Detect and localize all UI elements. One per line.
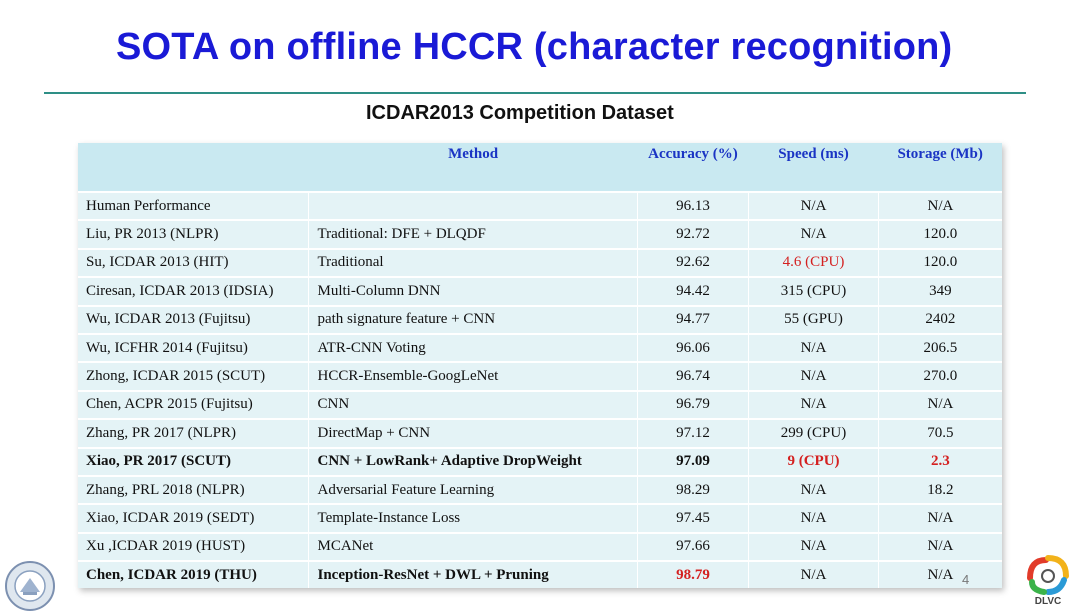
slide-subtitle: ICDAR2013 Competition Dataset: [366, 102, 674, 124]
table-row: Zhong, ICDAR 2015 (SCUT) HCCR-Ensemble-G…: [78, 361, 1002, 391]
cell-accuracy: 94.42: [636, 276, 749, 306]
cell-accuracy: 92.72: [636, 219, 749, 249]
cell-speed: 9 (CPU): [748, 446, 879, 476]
cell-storage: 70.5: [877, 418, 1002, 448]
cell-speed: N/A: [748, 389, 879, 420]
dlvc-logo-text: DLVC: [1035, 596, 1061, 606]
table-row: Liu, PR 2013 (NLPR) Traditional: DFE + D…: [78, 219, 1002, 249]
cell-method: Traditional: [308, 247, 638, 278]
table-row: Zhang, PRL 2018 (NLPR) Adversarial Featu…: [78, 474, 1002, 505]
table-row: Chen, ICDAR 2019 (THU) Inception-ResNet …: [78, 560, 1002, 589]
table-row: Zhang, PR 2017 (NLPR) DirectMap + CNN 97…: [78, 418, 1002, 448]
results-table-container: Method Accuracy (%) Speed (ms) Storage (…: [78, 143, 1002, 589]
cell-storage: 349: [877, 276, 1002, 306]
cell-accuracy: 96.13: [636, 190, 749, 221]
cell-speed: N/A: [748, 361, 879, 391]
cell-method: [308, 190, 638, 221]
cell-storage: 2402: [877, 304, 1002, 334]
cell-accuracy: 97.09: [636, 446, 749, 476]
table-row: Su, ICDAR 2013 (HIT) Traditional 92.62 4…: [78, 247, 1002, 278]
cell-speed: N/A: [748, 332, 879, 363]
table-row: Xiao, ICDAR 2019 (SEDT) Template-Instanc…: [78, 503, 1002, 533]
slide-title: SOTA on offline HCCR (character recognit…: [116, 26, 953, 68]
university-seal-logo: [5, 561, 55, 611]
table-row: Wu, ICFHR 2014 (Fujitsu) ATR-CNN Voting …: [78, 332, 1002, 363]
cell-author: Chen, ICDAR 2019 (THU): [78, 560, 309, 589]
header-speed: Speed (ms): [748, 143, 879, 192]
cell-author: Xiao, ICDAR 2019 (SEDT): [78, 503, 309, 533]
cell-storage: 120.0: [877, 219, 1002, 249]
cell-method: Multi-Column DNN: [308, 276, 638, 306]
cell-speed: 315 (CPU): [748, 276, 879, 306]
cell-method: Traditional: DFE + DLQDF: [308, 219, 638, 249]
cell-speed: N/A: [748, 219, 879, 249]
cell-accuracy: 97.66: [636, 531, 749, 562]
cell-accuracy: 96.74: [636, 361, 749, 391]
cell-accuracy: 96.06: [636, 332, 749, 363]
cell-author: Xu ,ICDAR 2019 (HUST): [78, 531, 309, 562]
cell-storage: N/A: [877, 389, 1002, 420]
cell-accuracy: 96.79: [636, 389, 749, 420]
cell-author: Human Performance: [78, 190, 309, 221]
header-author: [78, 143, 309, 192]
results-table: Method Accuracy (%) Speed (ms) Storage (…: [78, 143, 1002, 589]
table-row: Chen, ACPR 2015 (Fujitsu) CNN 96.79 N/A …: [78, 389, 1002, 420]
cell-method: ATR-CNN Voting: [308, 332, 638, 363]
cell-author: Su, ICDAR 2013 (HIT): [78, 247, 309, 278]
cell-method: CNN: [308, 389, 638, 420]
cell-speed: N/A: [748, 503, 879, 533]
cell-method: MCANet: [308, 531, 638, 562]
table-header-row: Method Accuracy (%) Speed (ms) Storage (…: [78, 143, 1002, 192]
cell-speed: N/A: [748, 474, 879, 505]
cell-storage: N/A: [877, 503, 1002, 533]
dlvc-logo: DLVC: [1027, 555, 1069, 606]
cell-author: Wu, ICFHR 2014 (Fujitsu): [78, 332, 309, 363]
header-accuracy: Accuracy (%): [637, 143, 749, 192]
cell-accuracy: 97.45: [636, 503, 749, 533]
header-method: Method: [308, 143, 638, 192]
cell-storage: 120.0: [877, 247, 1002, 278]
cell-method: DirectMap + CNN: [308, 418, 638, 448]
cell-accuracy: 97.12: [636, 418, 749, 448]
cell-speed: 299 (CPU): [748, 418, 879, 448]
cell-method: Inception-ResNet + DWL + Pruning: [308, 560, 638, 589]
table-row: Xiao, PR 2017 (SCUT) CNN + LowRank+ Adap…: [78, 446, 1002, 476]
cell-author: Liu, PR 2013 (NLPR): [78, 219, 309, 249]
cell-author: Zhong, ICDAR 2015 (SCUT): [78, 361, 309, 391]
cell-author: Zhang, PRL 2018 (NLPR): [78, 474, 309, 505]
cell-storage: N/A: [877, 560, 1002, 589]
cell-method: Template-Instance Loss: [308, 503, 638, 533]
table-row: Xu ,ICDAR 2019 (HUST) MCANet 97.66 N/A N…: [78, 531, 1002, 562]
cell-speed: 55 (GPU): [748, 304, 879, 334]
page-number: 4: [962, 572, 970, 587]
cell-speed: N/A: [748, 190, 879, 221]
cell-storage: 18.2: [877, 474, 1002, 505]
cell-author: Zhang, PR 2017 (NLPR): [78, 418, 309, 448]
cell-storage: 206.5: [877, 332, 1002, 363]
table-row: Ciresan, ICDAR 2013 (IDSIA) Multi-Column…: [78, 276, 1002, 306]
cell-accuracy: 92.62: [636, 247, 749, 278]
table-row: Wu, ICDAR 2013 (Fujitsu) path signature …: [78, 304, 1002, 334]
table-row: Human Performance 96.13 N/A N/A: [78, 190, 1002, 221]
cell-method: HCCR-Ensemble-GoogLeNet: [308, 361, 638, 391]
cell-method: path signature feature + CNN: [308, 304, 638, 334]
cell-speed: N/A: [748, 531, 879, 562]
cell-storage: N/A: [877, 531, 1002, 562]
cell-author: Ciresan, ICDAR 2013 (IDSIA): [78, 276, 309, 306]
cell-speed: 4.6 (CPU): [748, 247, 879, 278]
cell-author: Xiao, PR 2017 (SCUT): [78, 446, 309, 476]
cell-accuracy: 98.79: [636, 560, 749, 589]
cell-accuracy: 94.77: [636, 304, 749, 334]
cell-accuracy: 98.29: [636, 474, 749, 505]
cell-author: Wu, ICDAR 2013 (Fujitsu): [78, 304, 309, 334]
cell-method: Adversarial Feature Learning: [308, 474, 638, 505]
cell-speed: N/A: [748, 560, 879, 589]
header-storage: Storage (Mb): [878, 143, 1002, 192]
cell-storage: 2.3: [877, 446, 1002, 476]
cell-storage: 270.0: [877, 361, 1002, 391]
cell-method: CNN + LowRank+ Adaptive DropWeight: [308, 446, 638, 476]
cell-author: Chen, ACPR 2015 (Fujitsu): [78, 389, 309, 420]
cell-storage: N/A: [877, 190, 1002, 221]
title-divider: [44, 92, 1026, 94]
